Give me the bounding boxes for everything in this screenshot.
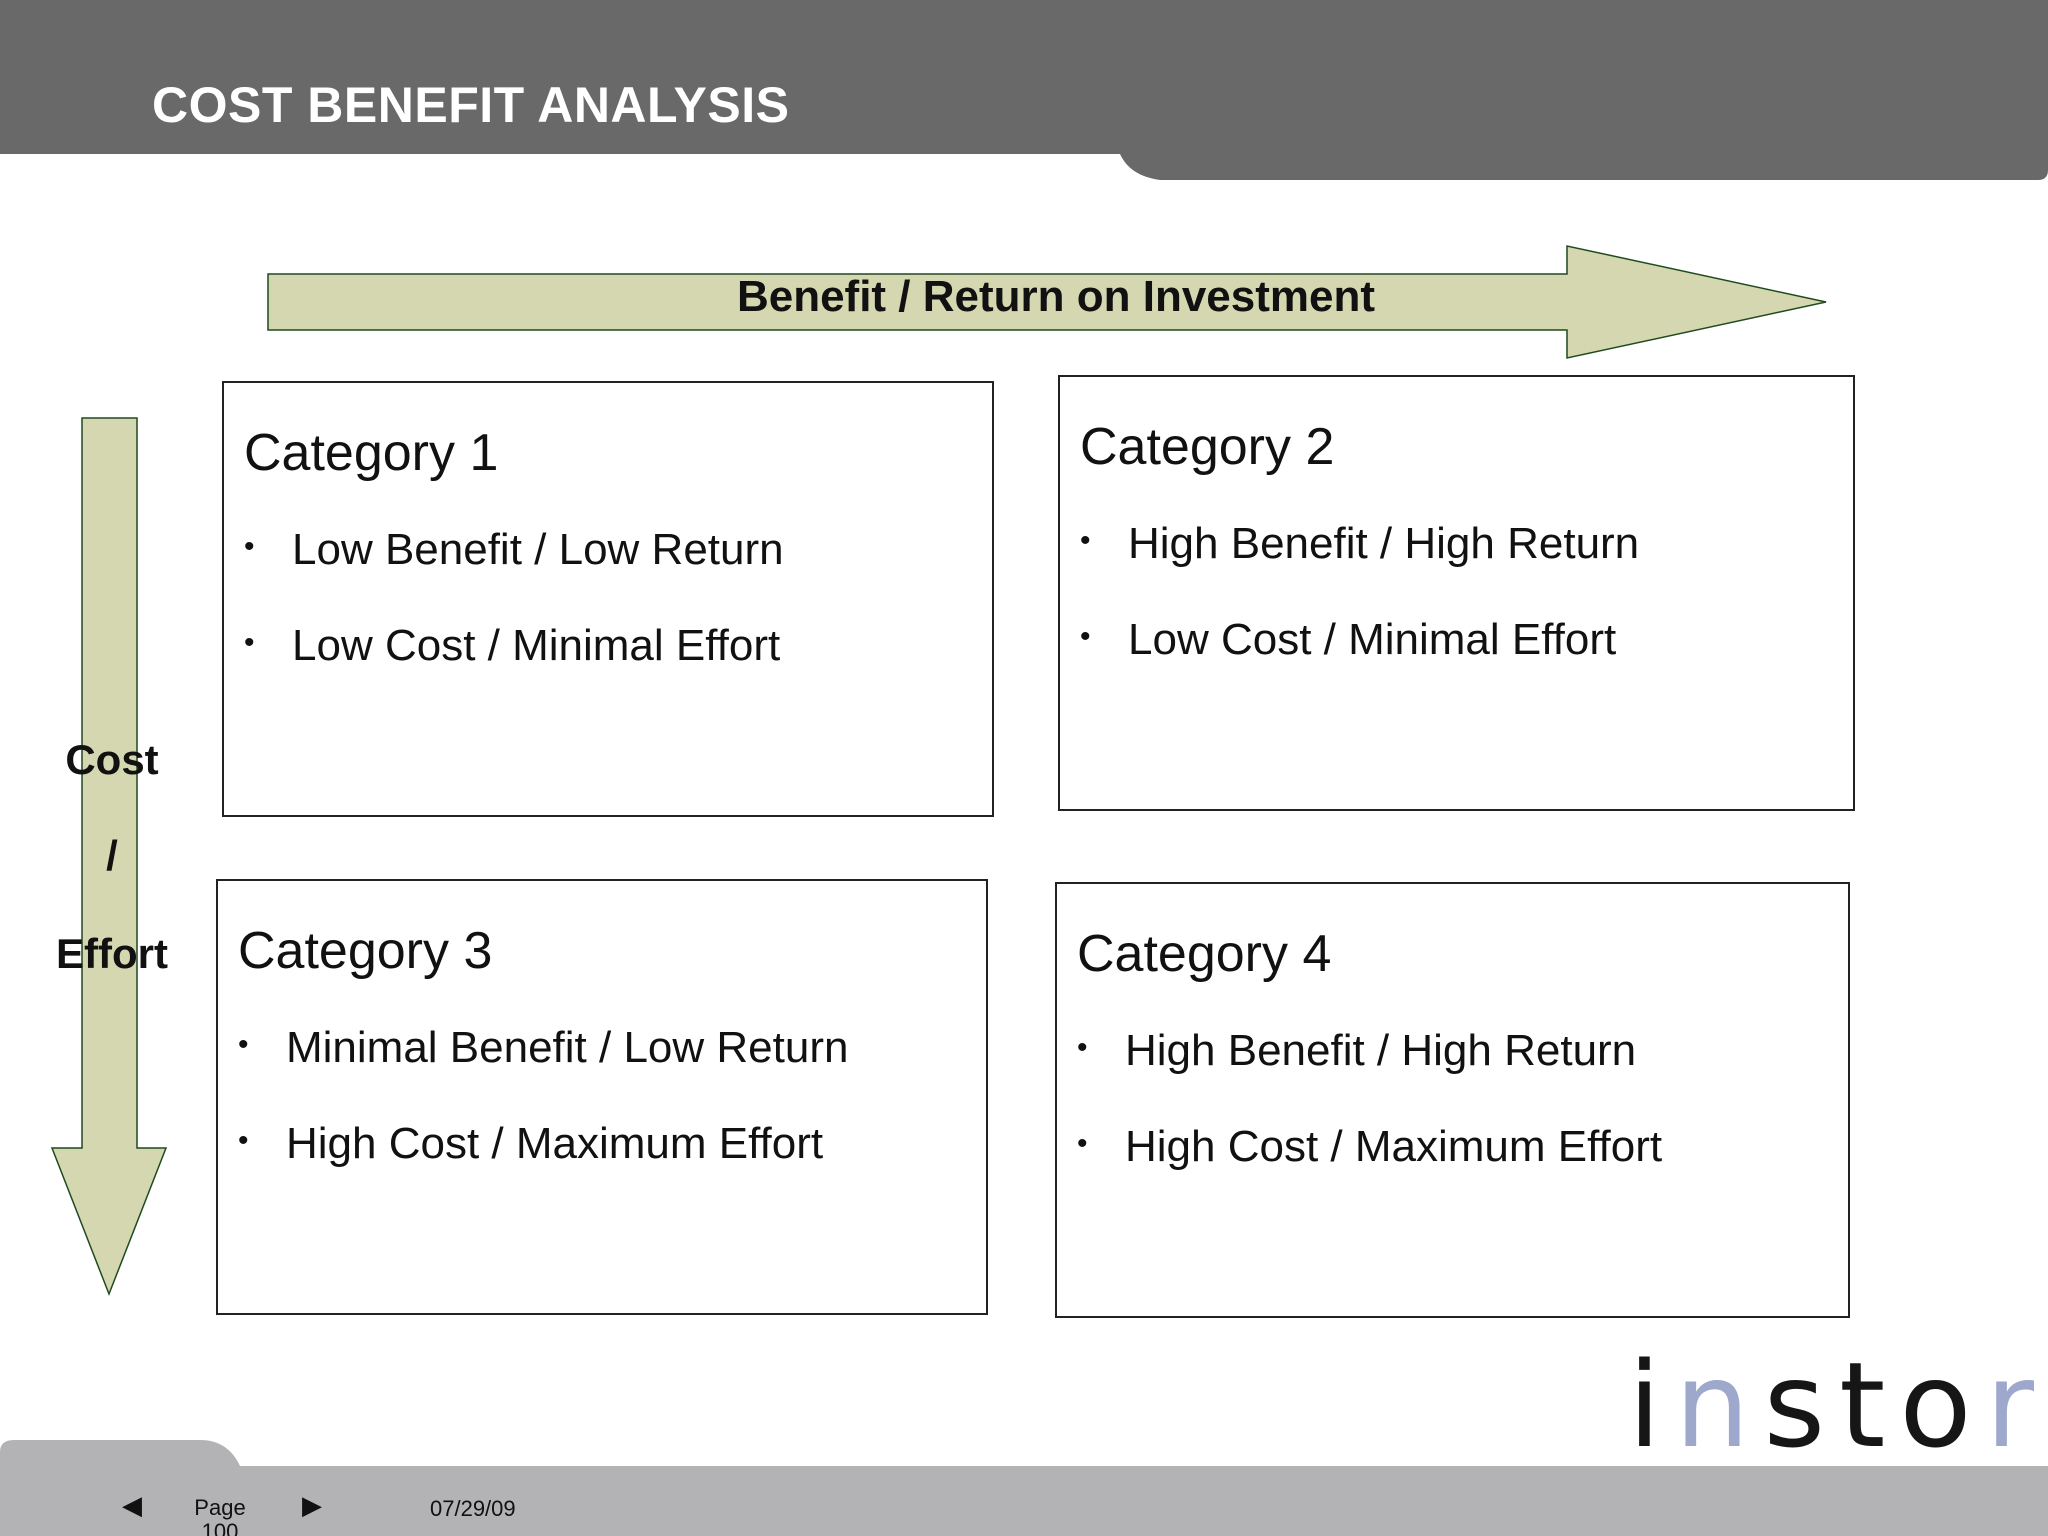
- slide-date: 07/29/09: [430, 1496, 516, 1521]
- category-title: Category 1: [244, 424, 499, 482]
- category-title: Category 2: [1080, 418, 1335, 476]
- category-bullet: • High Cost / Maximum Effort: [1077, 1122, 1663, 1171]
- category-4-box: Category 4 • High Benefit / High Return •…: [1055, 882, 1850, 1318]
- category-bullet: • High Benefit / High Return: [1080, 519, 1640, 568]
- cost-arrow: [50, 417, 168, 1297]
- cost-axis-label-word1: Cost: [65, 736, 159, 783]
- axis-arrows: [50, 245, 1827, 1297]
- category-bullet: • High Benefit / High Return: [1077, 1026, 1637, 1075]
- category-title: Category 3: [238, 922, 493, 980]
- cost-axis-label-word2: Effort: [56, 930, 168, 977]
- category-bullet: • Low Cost / Minimal Effort: [244, 621, 781, 670]
- category-bullet: • Low Cost / Minimal Effort: [1080, 615, 1617, 664]
- cost-axis-label-slash: /: [106, 832, 118, 879]
- category-2-box: Category 2 • High Benefit / High Return •…: [1058, 375, 1855, 811]
- page-indicator: Page 100: [194, 1495, 246, 1536]
- next-page-icon[interactable]: ▶: [302, 1490, 322, 1520]
- category-bullet: • Low Benefit / Low Return: [244, 525, 784, 574]
- category-title: Category 4: [1077, 925, 1332, 983]
- header-band: [0, 0, 2048, 180]
- slide-title: COST BENEFIT ANALYSIS: [152, 77, 790, 133]
- benefit-arrow: [267, 245, 1827, 359]
- category-bullet: • High Cost / Maximum Effort: [238, 1119, 824, 1168]
- previous-page-icon[interactable]: ◀: [122, 1490, 142, 1520]
- category-1-box: Category 1 • Low Benefit / Low Return • Lo…: [222, 381, 994, 817]
- instor-logo: instor: [1628, 1336, 2048, 1474]
- category-3-box: Category 3 • Minimal Benefit / Low Return…: [216, 879, 988, 1315]
- category-bullet: • Minimal Benefit / Low Return: [238, 1023, 849, 1072]
- benefit-axis-label: Benefit / Return on Investment: [736, 272, 1376, 321]
